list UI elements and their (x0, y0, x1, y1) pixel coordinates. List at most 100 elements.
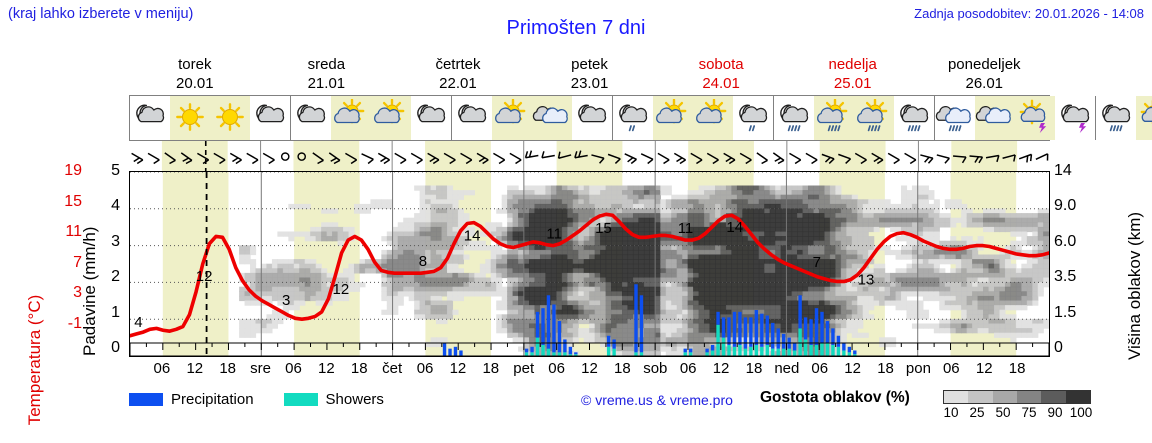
density-step (944, 391, 969, 403)
sun-cloud-rain-icon (854, 96, 894, 140)
temperature-extreme-label: 7 (813, 254, 821, 271)
density-tick-label: 90 (1047, 405, 1063, 420)
moon-cloud-icon (572, 96, 612, 140)
x-tick-label: 06 (285, 360, 302, 377)
moon-cloud-drizzle-icon (733, 96, 773, 140)
moon-cloud-icon (411, 96, 451, 140)
precipitation-axis-title: Padavine (mm/h) (80, 226, 99, 356)
sun-cloud-icon (371, 96, 411, 140)
precipitation-legend: Precipitation Showers (129, 388, 384, 410)
moon-cloud-drizzle-icon (613, 96, 653, 140)
x-tick-label: čet (382, 360, 403, 377)
icon-day-6 (935, 96, 1096, 140)
moon-cloud-rain-icon (774, 96, 814, 140)
temperature-axis-ticks: 19 15 11 7 3 -1 (30, 163, 82, 346)
day-date: 24.01 (702, 75, 740, 92)
density-tick-label: 75 (1021, 405, 1037, 420)
day-name: sobota (698, 56, 744, 73)
temperature-extreme-label: 15 (595, 220, 612, 237)
icon-day-7 (1096, 96, 1152, 140)
x-tick-label: 06 (679, 360, 697, 377)
day-header-1: torek 20.01 (129, 55, 261, 93)
axis-tick: 11 (65, 223, 82, 240)
density-step (968, 391, 993, 403)
sun-cloud-thunder-icon (1015, 96, 1055, 140)
moon-cloud-rain-icon (1096, 96, 1136, 140)
icon-day-1 (130, 96, 291, 140)
moon-cloud-icon (130, 96, 170, 140)
density-tick-label: 25 (969, 405, 985, 420)
axis-tick: 0 (111, 338, 120, 356)
cloud-density-tick-labels: 10 25 50 75 90 100 (939, 405, 1099, 423)
day-header-3: četrtek 22.01 (392, 55, 524, 93)
temperature-axis-title: Temperatura (°C) (25, 294, 44, 426)
day-date: 23.01 (570, 75, 609, 92)
temperature-extreme-label: 4 (134, 314, 142, 331)
day-name: četrtek (435, 56, 481, 73)
weather-icon-strip (129, 95, 1152, 141)
sun-icon (210, 96, 250, 140)
x-tick-label: sre (250, 360, 271, 377)
temperature-extreme-label: 14 (464, 228, 481, 245)
moon-cloud-icon (452, 96, 492, 140)
density-step (992, 391, 1017, 403)
x-tick-label: 18 (350, 360, 368, 377)
x-tick-label: 18 (614, 360, 631, 377)
density-tick-label: 50 (995, 405, 1011, 420)
credit-link[interactable]: © vreme.us & vreme.pro (581, 392, 733, 408)
cloud-density-legend-title: Gostota oblakov (%) (760, 389, 910, 406)
x-tick-label: 18 (1008, 360, 1026, 377)
day-header-7: ponedeljek 26.01 (918, 55, 1050, 93)
sun-icon (170, 96, 210, 140)
cloud-rain-icon (935, 96, 975, 140)
day-date: 20.01 (176, 75, 214, 92)
sun-cloud-rain-icon (814, 96, 854, 140)
day-name: nedelja (828, 56, 877, 73)
x-tick-label: 06 (416, 360, 434, 377)
icon-day-5 (774, 96, 935, 140)
cloud-height-axis-title: Višina oblakov (km) (1125, 211, 1144, 360)
x-tick-label: 12 (186, 360, 204, 377)
day-date: 25.01 (833, 75, 872, 92)
moon-cloud-icon (250, 96, 290, 140)
sun-cloud-icon (492, 96, 532, 140)
day-date: 26.01 (965, 75, 1004, 92)
location-menu-note[interactable]: (kraj lahko izberete v meniju) (8, 6, 194, 22)
day-header-4: petek 23.01 (524, 55, 656, 93)
temperature-extreme-label: 11 (678, 220, 694, 237)
temperature-extreme-label: 12 (333, 281, 350, 298)
x-tick-label: 18 (877, 360, 894, 377)
day-date: 21.01 (307, 75, 346, 92)
day-header-row: torek 20.01 sreda 21.01 četrtek 22.01 petek 23.… (129, 55, 1050, 93)
axis-tick: 4 (111, 197, 120, 215)
meteogram-plot: 4 12 3 12 8 14 11 15 11 14 7 13 (129, 171, 1050, 357)
sun-cloud-icon (693, 96, 733, 140)
cloud-density-color-bar (943, 390, 1091, 404)
axis-tick: 2 (111, 268, 120, 286)
x-tick-label: 12 (975, 360, 993, 377)
x-tick-label: 18 (745, 360, 763, 377)
axis-tick: 3.5 (1054, 268, 1077, 286)
axis-tick: 7 (73, 253, 82, 271)
icon-day-3 (452, 96, 613, 140)
cloud-height-axis-ticks: 14 9.0 6.0 3.5 1.5 0 (1054, 162, 1100, 375)
x-axis-tick-labels: 06 12 18 sre 06 12 18 čet 06 12 18 pet 06 12 18 sob 06 12… (129, 360, 1050, 382)
cloudy-icon (532, 96, 572, 140)
x-tick-label: pet (513, 360, 535, 377)
axis-tick: 0 (1054, 338, 1063, 356)
moon-cloud-rain-icon (894, 96, 934, 140)
showers-swatch (283, 392, 318, 406)
sun-cloud-icon (331, 96, 371, 140)
sun-cloud-icon (653, 96, 693, 140)
x-tick-label: 06 (942, 360, 960, 377)
x-tick-label: ned (774, 360, 800, 377)
x-tick-label: 06 (811, 360, 829, 377)
page-title: Primošten 7 dni (506, 17, 646, 39)
density-step (1065, 391, 1090, 403)
x-tick-label: 12 (712, 360, 730, 377)
density-tick-label: 10 (943, 405, 959, 420)
temperature-extreme-label: 11 (546, 226, 562, 243)
density-step (1041, 391, 1066, 403)
axis-tick: 14 (1054, 162, 1072, 179)
temperature-extreme-label: 12 (196, 268, 213, 285)
